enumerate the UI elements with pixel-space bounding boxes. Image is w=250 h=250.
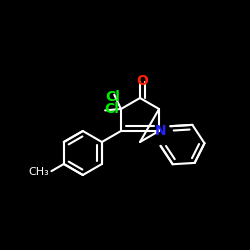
Text: O: O [136,74,148,88]
Text: CH₃: CH₃ [28,168,49,177]
Text: Cl: Cl [104,102,119,116]
Text: N: N [154,124,166,138]
Text: Cl: Cl [106,90,120,104]
